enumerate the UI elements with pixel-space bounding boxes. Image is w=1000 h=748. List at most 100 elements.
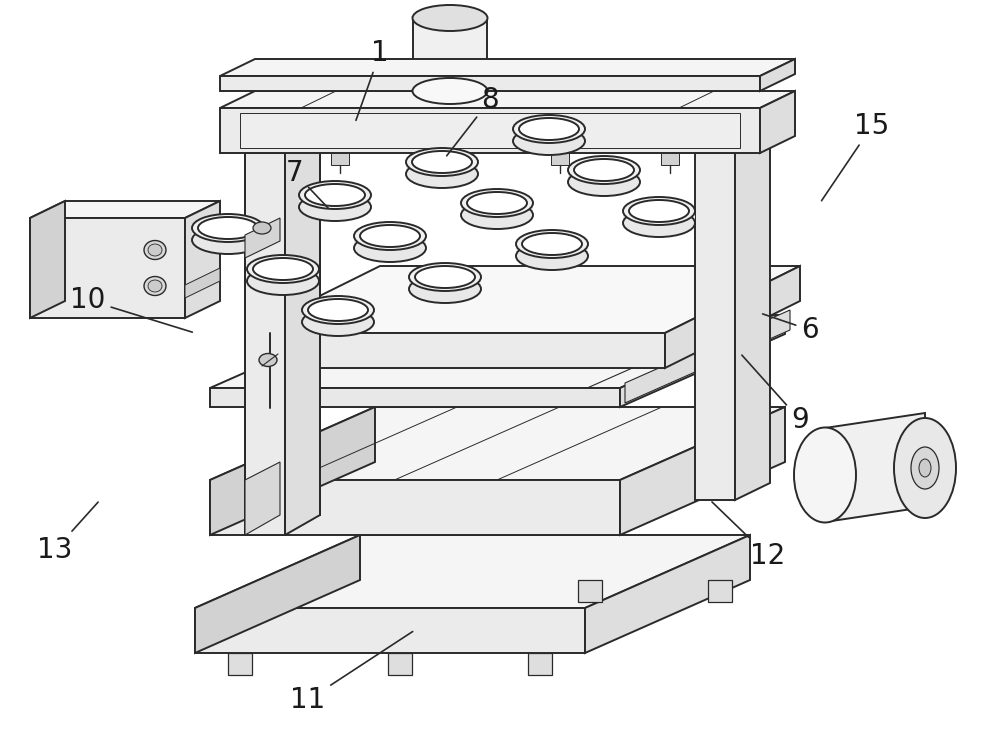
Polygon shape (665, 266, 800, 368)
Ellipse shape (253, 258, 313, 280)
Polygon shape (247, 269, 319, 281)
Text: 6: 6 (763, 314, 819, 344)
Polygon shape (30, 218, 185, 318)
Ellipse shape (894, 418, 956, 518)
Ellipse shape (919, 459, 931, 477)
Polygon shape (695, 153, 735, 500)
Polygon shape (210, 407, 375, 535)
Ellipse shape (360, 225, 420, 247)
Polygon shape (220, 108, 760, 153)
Ellipse shape (413, 5, 488, 31)
Ellipse shape (247, 255, 319, 283)
Ellipse shape (144, 277, 166, 295)
Ellipse shape (192, 214, 264, 242)
Ellipse shape (911, 447, 939, 489)
Polygon shape (192, 228, 264, 240)
Polygon shape (195, 535, 360, 653)
Ellipse shape (623, 209, 695, 237)
Polygon shape (551, 153, 569, 165)
Text: 9: 9 (742, 355, 809, 434)
Polygon shape (388, 653, 412, 675)
Text: 12: 12 (712, 502, 786, 570)
Polygon shape (695, 133, 770, 153)
Polygon shape (210, 407, 785, 480)
Ellipse shape (412, 151, 472, 173)
Text: 1: 1 (356, 39, 389, 120)
Ellipse shape (302, 296, 374, 324)
Ellipse shape (522, 233, 582, 255)
Ellipse shape (253, 222, 271, 234)
Polygon shape (302, 310, 374, 322)
Polygon shape (409, 277, 481, 289)
Polygon shape (185, 201, 220, 318)
Polygon shape (30, 201, 65, 318)
Ellipse shape (794, 428, 856, 523)
Polygon shape (240, 113, 740, 148)
Ellipse shape (299, 193, 371, 221)
Polygon shape (210, 388, 620, 407)
Polygon shape (708, 580, 732, 602)
Polygon shape (195, 535, 750, 608)
Polygon shape (331, 153, 349, 165)
Ellipse shape (198, 217, 258, 239)
Ellipse shape (516, 242, 588, 270)
Polygon shape (585, 535, 750, 653)
Polygon shape (185, 268, 220, 298)
Ellipse shape (513, 127, 585, 155)
Polygon shape (30, 201, 220, 218)
Polygon shape (620, 315, 785, 407)
Ellipse shape (409, 275, 481, 303)
Polygon shape (245, 333, 665, 368)
Polygon shape (354, 236, 426, 248)
Polygon shape (413, 18, 487, 91)
Ellipse shape (519, 118, 579, 140)
Text: 8: 8 (447, 86, 499, 156)
Ellipse shape (516, 230, 588, 258)
Ellipse shape (354, 234, 426, 262)
Polygon shape (245, 218, 280, 258)
Polygon shape (245, 153, 285, 535)
Ellipse shape (302, 308, 374, 336)
Polygon shape (661, 153, 679, 165)
Ellipse shape (413, 78, 488, 104)
Text: 11: 11 (290, 631, 413, 714)
Ellipse shape (409, 263, 481, 291)
Ellipse shape (406, 148, 478, 176)
Ellipse shape (574, 159, 634, 181)
Text: 7: 7 (286, 159, 328, 208)
Ellipse shape (308, 299, 368, 321)
Polygon shape (220, 76, 760, 91)
Ellipse shape (354, 222, 426, 250)
Polygon shape (625, 310, 790, 403)
Ellipse shape (461, 201, 533, 229)
Ellipse shape (148, 244, 162, 256)
Ellipse shape (247, 267, 319, 295)
Polygon shape (620, 407, 785, 535)
Ellipse shape (144, 241, 166, 260)
Ellipse shape (513, 115, 585, 143)
Polygon shape (528, 653, 552, 675)
Polygon shape (461, 203, 533, 215)
Text: 13: 13 (37, 502, 98, 564)
Polygon shape (578, 580, 602, 602)
Ellipse shape (467, 192, 527, 214)
Polygon shape (228, 653, 252, 675)
Ellipse shape (148, 280, 162, 292)
Polygon shape (220, 59, 795, 76)
Ellipse shape (192, 226, 264, 254)
Ellipse shape (259, 354, 277, 367)
Polygon shape (210, 315, 785, 388)
Polygon shape (516, 244, 588, 256)
Ellipse shape (568, 168, 640, 196)
Polygon shape (513, 129, 585, 141)
Ellipse shape (461, 189, 533, 217)
Polygon shape (760, 91, 795, 153)
Polygon shape (210, 480, 620, 535)
Polygon shape (406, 162, 478, 174)
Polygon shape (245, 266, 800, 333)
Polygon shape (245, 462, 280, 535)
Ellipse shape (406, 160, 478, 188)
Polygon shape (735, 133, 770, 500)
Ellipse shape (568, 156, 640, 184)
Ellipse shape (305, 184, 365, 206)
